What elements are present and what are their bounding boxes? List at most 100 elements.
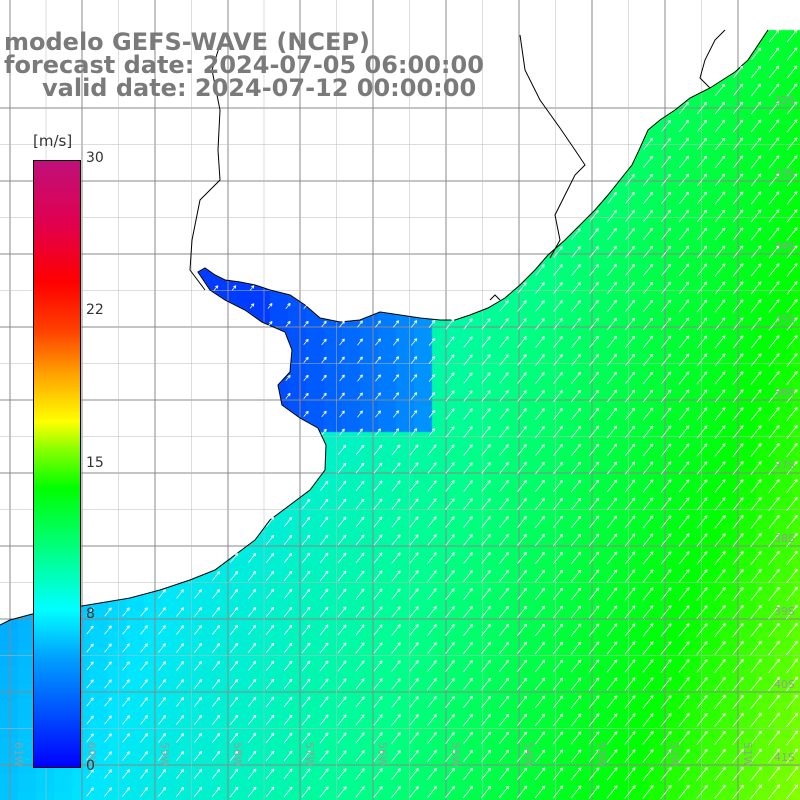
wind-arrow — [445, 408, 455, 420]
wind-arrow — [481, 480, 491, 492]
wind-arrow — [265, 642, 275, 654]
wind-arrow — [301, 570, 311, 582]
wind-arrow — [786, 65, 798, 79]
wind-arrow — [570, 605, 582, 619]
wind-arrow — [499, 569, 509, 582]
wind-arrow — [643, 155, 653, 168]
wind-arrow — [750, 407, 762, 421]
wind-arrow — [86, 769, 94, 779]
wind-arrow — [696, 730, 708, 745]
wind-arrow — [661, 173, 671, 187]
wind-arrow — [409, 552, 419, 564]
wind-arrow — [553, 371, 563, 384]
wind-arrow — [301, 624, 311, 636]
wind-arrow — [786, 47, 798, 61]
wind-arrow — [158, 625, 166, 635]
wind-arrow — [534, 641, 546, 655]
lon-label: 51W — [741, 742, 754, 767]
wind-arrow — [445, 713, 455, 726]
wind-arrow — [357, 374, 363, 382]
wind-arrow — [481, 318, 491, 330]
wind-arrow — [445, 498, 455, 510]
lat-label: 33S — [774, 167, 795, 180]
wind-arrow — [696, 281, 708, 295]
wind-arrow — [193, 679, 203, 689]
wind-arrow — [768, 281, 780, 295]
wind-arrow — [660, 713, 672, 727]
wind-arrow — [714, 227, 726, 241]
wind-arrow — [732, 335, 744, 349]
wind-arrow — [732, 227, 744, 241]
wind-arrow — [339, 410, 345, 418]
wind-arrow — [283, 660, 293, 672]
wind-arrow — [265, 768, 275, 780]
wind-arrow — [499, 426, 509, 438]
wind-arrow — [660, 245, 672, 259]
wind-arrow — [122, 661, 130, 671]
border-line — [519, 34, 586, 259]
wind-arrow — [750, 173, 762, 187]
wind-arrow — [516, 767, 528, 781]
wind-arrow — [337, 552, 347, 564]
wind-arrow — [445, 785, 455, 799]
wind-arrow — [678, 766, 690, 781]
wind-arrow — [409, 534, 419, 546]
lon-label: 60W — [85, 742, 98, 767]
wind-arrow — [357, 356, 363, 364]
wind-arrow — [679, 119, 689, 133]
wind-arrow — [445, 660, 455, 672]
wind-arrow — [642, 533, 654, 547]
wind-arrow — [481, 444, 491, 456]
wind-arrow — [283, 696, 293, 708]
wind-arrow — [750, 371, 762, 385]
wind-arrow — [660, 767, 672, 781]
wind-arrow — [750, 784, 762, 800]
wind-arrow — [463, 318, 473, 330]
wind-arrow — [229, 696, 239, 708]
wind-arrow — [175, 697, 185, 707]
wind-arrow — [732, 748, 744, 764]
wind-arrow — [570, 659, 582, 673]
lat-label: 37S — [774, 459, 795, 472]
wind-arrow — [750, 425, 762, 439]
wind-arrow — [571, 246, 581, 258]
wind-arrow — [86, 625, 94, 635]
wind-arrow — [786, 640, 798, 656]
wind-arrow — [409, 570, 419, 582]
wind-arrow — [193, 661, 203, 671]
wind-arrow — [624, 389, 636, 403]
wind-arrow — [588, 497, 600, 511]
wind-arrow — [283, 606, 293, 618]
wind-arrow — [570, 479, 582, 493]
wind-arrow — [337, 462, 347, 474]
wind-arrow — [714, 83, 726, 97]
wind-arrow — [661, 119, 671, 133]
wind-arrow — [140, 679, 148, 689]
wind-arrow — [427, 606, 437, 618]
wind-arrow — [373, 732, 383, 744]
wind-arrow — [249, 303, 255, 309]
wind-arrow — [445, 552, 455, 564]
wind-arrow — [678, 695, 690, 709]
wind-arrow — [696, 461, 708, 475]
wind-arrow — [570, 569, 582, 583]
wind-arrow — [175, 733, 185, 743]
wind-arrow — [732, 155, 744, 169]
wind-arrow — [589, 353, 599, 367]
wind-arrow — [463, 677, 473, 690]
wind-arrow — [660, 479, 672, 493]
wind-arrow — [768, 47, 780, 61]
wind-arrow — [678, 245, 690, 259]
wind-arrow — [588, 767, 600, 781]
wind-arrow — [750, 281, 762, 295]
wind-arrow — [211, 714, 221, 726]
wind-arrow — [337, 732, 347, 744]
wind-arrow — [732, 353, 744, 367]
wind-arrow — [732, 407, 744, 421]
wind-arrow — [194, 607, 202, 617]
wind-arrow — [410, 374, 418, 382]
wind-arrow — [229, 786, 239, 798]
wind-arrow — [606, 767, 618, 781]
wind-arrow — [750, 263, 762, 277]
